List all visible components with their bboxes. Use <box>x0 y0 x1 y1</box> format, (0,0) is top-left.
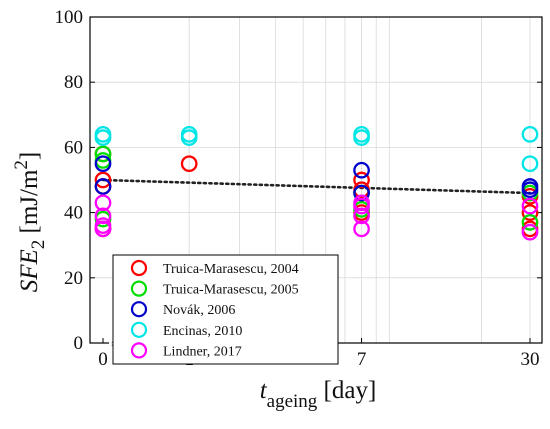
y-tick-label: 40 <box>64 203 83 224</box>
trend-line <box>101 178 532 195</box>
legend-label: Truica-Marasescu, 2005 <box>163 283 299 298</box>
data-point <box>353 220 370 238</box>
grid-lines <box>90 17 542 343</box>
data-point <box>521 155 539 173</box>
y-axis-title-unit-sup: 2 <box>11 160 32 170</box>
data-point <box>353 184 370 202</box>
data-point <box>521 181 539 199</box>
y-axis-title-unit: [mJ/m <box>16 169 43 233</box>
legend-marker <box>130 259 148 277</box>
data-points <box>94 126 539 241</box>
legend-marker <box>130 301 148 318</box>
data-point <box>353 171 370 189</box>
legend-label: Lindner, 2017 <box>163 344 242 359</box>
y-tick-label: 60 <box>64 137 83 158</box>
x-axis-title-subscript: ageing <box>267 391 318 412</box>
data-point <box>353 197 370 215</box>
data-point <box>353 161 370 179</box>
data-point <box>94 220 112 238</box>
y-axis-title-main: SFE <box>16 249 43 292</box>
x-tick-label: 7 <box>357 349 367 370</box>
y-axis-title: SFE2 [mJ/m2] <box>11 152 49 293</box>
legend-label: Novák, 2006 <box>163 303 235 318</box>
legend-marker <box>130 321 148 338</box>
trend-line-group <box>101 178 532 195</box>
data-point <box>521 214 539 231</box>
x-axis-title-unit: [day] <box>324 377 377 404</box>
y-axis-title-unit-suffix: ] <box>16 152 43 160</box>
y-axis-ticks: 0 20 40 60 80 100 <box>55 7 542 354</box>
legend: Truica-Marasescu, 2004 Truica-Marasescu, … <box>112 254 339 365</box>
data-point <box>353 207 370 225</box>
legend-label: Truica-Marasescu, 2004 <box>163 262 299 277</box>
legend-label: Encinas, 2010 <box>163 324 242 339</box>
data-point <box>94 207 112 225</box>
data-point <box>94 145 112 163</box>
legend-box <box>112 254 339 365</box>
data-point <box>521 126 539 143</box>
legend-marker <box>130 342 148 359</box>
data-point <box>521 223 539 241</box>
x-tick-label: 0 <box>98 349 108 370</box>
data-point <box>521 197 539 215</box>
data-point <box>94 129 112 146</box>
y-tick-label: 20 <box>64 268 83 289</box>
data-point <box>521 204 539 221</box>
data-point <box>180 155 198 173</box>
x-tick-label: 30 <box>521 349 540 370</box>
y-tick-label: 0 <box>74 333 84 354</box>
x-axis-title-main: t <box>260 377 268 404</box>
data-point <box>94 155 112 173</box>
data-point <box>353 129 370 146</box>
y-axis-title-subscript: 2 <box>28 240 49 250</box>
y-tick-label: 100 <box>55 7 84 28</box>
x-axis-title: tageing [day] <box>260 377 377 412</box>
data-point <box>94 171 112 189</box>
data-point <box>94 178 112 195</box>
data-point <box>180 129 198 146</box>
y-tick-label: 80 <box>64 72 83 93</box>
legend-marker <box>130 280 148 297</box>
data-point <box>94 194 112 212</box>
